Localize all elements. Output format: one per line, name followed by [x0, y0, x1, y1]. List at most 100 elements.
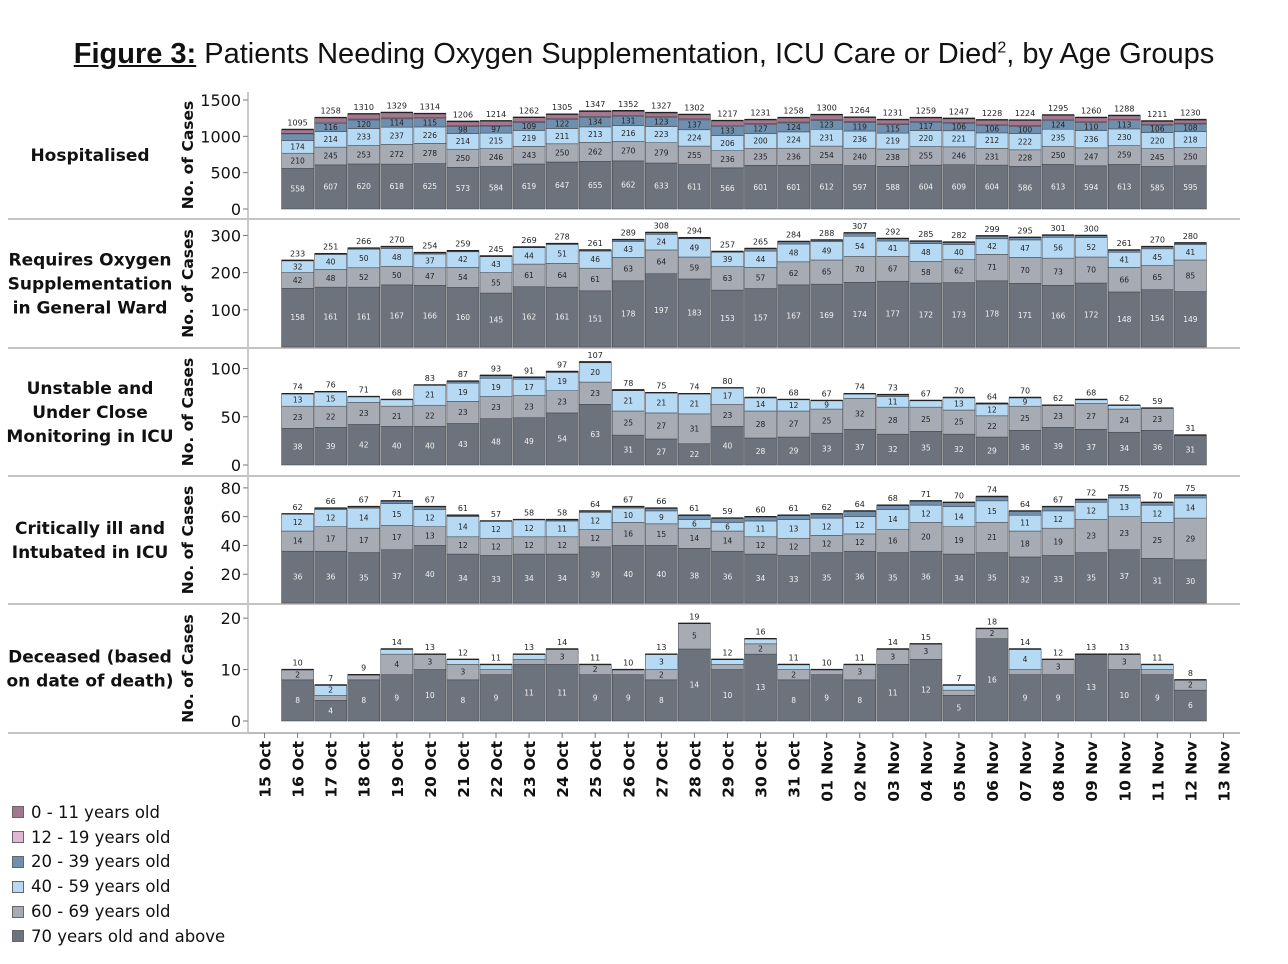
data-label: 37: [1119, 572, 1129, 581]
total-label: 11: [1152, 653, 1162, 662]
data-label: 110: [1084, 122, 1099, 131]
data-label: 178: [985, 310, 1000, 319]
data-label: 27: [657, 448, 667, 457]
total-label: 70: [954, 387, 964, 396]
data-label: 613: [1117, 182, 1132, 191]
bar-segment: [446, 287, 480, 348]
panel-label: Requires Oxygen: [9, 251, 172, 271]
bar-segment: [611, 280, 645, 348]
data-label: 588: [886, 183, 901, 192]
bar-segment: [512, 286, 546, 348]
data-label: 54: [458, 273, 468, 282]
data-label: 12: [590, 534, 600, 543]
data-label: 12: [524, 524, 534, 533]
data-label: 37: [425, 257, 435, 266]
data-label: 270: [621, 147, 636, 156]
data-label: 21: [392, 412, 402, 421]
total-label: 245: [488, 245, 503, 254]
data-label: 3: [857, 668, 862, 677]
bar-segment: [281, 133, 314, 141]
bar-segment: [1074, 256, 1108, 284]
data-label: 14: [954, 512, 964, 521]
bar-segment: [678, 413, 711, 445]
total-label: 67: [359, 496, 369, 505]
x-tick-label: 08 Nov: [1050, 741, 1068, 802]
bar-segment: [777, 436, 810, 466]
data-label: 231: [985, 152, 1000, 161]
x-tick-label: 01 Nov: [819, 741, 837, 802]
total-label: 14: [392, 638, 402, 647]
bar-segment: [611, 545, 645, 604]
total-label: 68: [392, 388, 402, 397]
data-label: 601: [753, 183, 768, 192]
y-axis-label: No. of Cases: [179, 229, 197, 338]
data-label: 12: [491, 525, 501, 534]
data-label: 35: [359, 573, 369, 582]
total-label: 270: [1150, 236, 1165, 245]
total-label: 1228: [982, 109, 1002, 118]
y-tick-label: 50: [221, 408, 241, 427]
data-label: 64: [657, 257, 667, 266]
data-label: 145: [489, 316, 504, 325]
data-label: 197: [654, 306, 669, 315]
data-label: 166: [423, 312, 438, 321]
data-label: 55: [491, 278, 501, 287]
legend-swatch: [12, 831, 24, 844]
total-label: 70: [755, 387, 765, 396]
total-label: 74: [987, 486, 997, 495]
total-label: 1258: [783, 107, 803, 116]
data-label: 37: [855, 443, 865, 452]
bar-segment: [1107, 549, 1141, 604]
bar-segment: [777, 284, 810, 348]
data-label: 14: [458, 522, 468, 531]
bar-segment: [1141, 664, 1174, 670]
data-label: 37: [1086, 443, 1096, 452]
data-label: 214: [324, 135, 339, 144]
data-label: 35: [921, 444, 931, 453]
bar-segment: [942, 164, 976, 210]
total-label: 233: [290, 249, 305, 258]
bar-segment: [810, 432, 843, 466]
bar-segment: [1041, 164, 1075, 210]
data-label: 34: [1119, 444, 1129, 453]
bar-segment: [1041, 427, 1075, 466]
total-label: 64: [855, 500, 865, 509]
data-label: 115: [423, 118, 438, 127]
bar-segment: [1008, 405, 1042, 431]
total-label: 288: [819, 229, 834, 238]
data-label: 17: [359, 536, 369, 545]
bar-segment: [578, 546, 612, 604]
data-label: 13: [293, 396, 303, 405]
data-label: 40: [954, 248, 964, 257]
bar-segment: [876, 166, 910, 210]
bar-segment: [777, 664, 810, 670]
data-label: 662: [621, 181, 636, 190]
total-label: 62: [293, 503, 303, 512]
data-label: 154: [1150, 314, 1165, 323]
bar-segment: [578, 110, 612, 117]
panel-label: Hospitalised: [30, 146, 149, 166]
bar-segment: [446, 167, 480, 210]
bar-segment: [876, 406, 910, 435]
data-label: 123: [820, 120, 835, 129]
data-label: 604: [985, 183, 1000, 192]
total-label: 12: [722, 648, 732, 657]
bar-segment: [843, 550, 877, 604]
bar-segment: [843, 282, 877, 348]
data-label: 597: [853, 183, 868, 192]
data-label: 38: [690, 571, 700, 580]
data-label: 43: [491, 260, 501, 269]
bar-segment: [413, 163, 447, 210]
data-label: 25: [954, 418, 964, 427]
bar-segment: [578, 674, 612, 722]
bar-segment: [810, 408, 843, 434]
data-label: 8: [295, 696, 300, 705]
data-label: 9: [626, 693, 631, 702]
data-label: 54: [855, 242, 865, 251]
bar-segment: [281, 679, 314, 722]
total-label: 64: [590, 500, 600, 509]
data-label: 31: [690, 424, 700, 433]
data-label: 36: [723, 573, 733, 582]
total-label: 1352: [618, 100, 638, 109]
data-label: 24: [657, 238, 667, 247]
